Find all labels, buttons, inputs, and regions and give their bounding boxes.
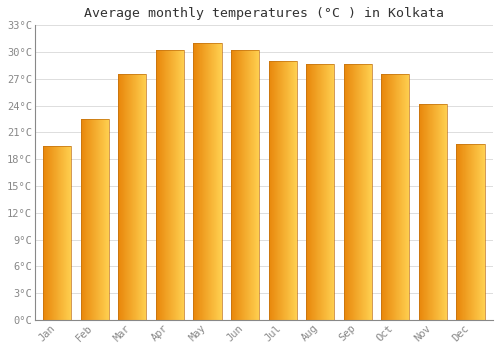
Bar <box>80 119 109 320</box>
Bar <box>156 50 184 320</box>
Bar <box>43 146 72 320</box>
Bar <box>344 64 372 320</box>
Bar <box>382 75 409 320</box>
Bar <box>268 61 297 320</box>
Bar <box>118 75 146 320</box>
Bar <box>231 50 259 320</box>
Bar <box>419 104 447 320</box>
Title: Average monthly temperatures (°C ) in Kolkata: Average monthly temperatures (°C ) in Ko… <box>84 7 444 20</box>
Bar <box>456 144 484 320</box>
Bar <box>194 43 222 320</box>
Bar <box>306 64 334 320</box>
